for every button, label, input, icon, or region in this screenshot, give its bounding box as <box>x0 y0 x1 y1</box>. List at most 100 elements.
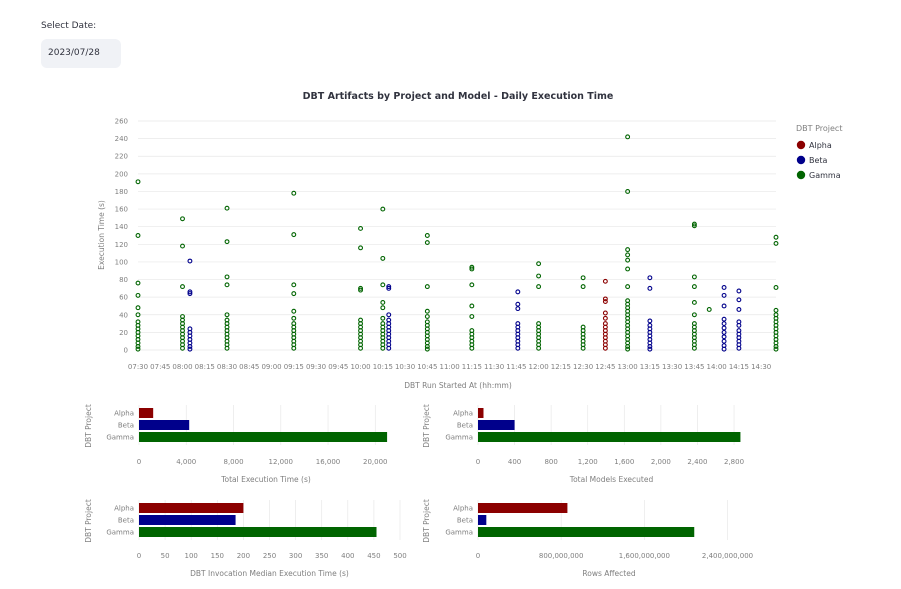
scatter-point-beta <box>515 289 521 295</box>
scatter-point-gamma <box>180 284 185 290</box>
legend-label-beta: Beta <box>809 156 828 165</box>
scatter-point-alpha <box>602 345 608 351</box>
x-tick-label: 08:45 <box>239 363 259 371</box>
bar-x-axis-title-total-models-executed: Total Models Executed <box>569 475 654 484</box>
scatter-point-gamma <box>224 345 230 351</box>
x-tick-label: 14:30 <box>751 363 771 371</box>
y-tick-label: 60 <box>119 294 128 302</box>
x-tick-label: 11:30 <box>484 363 504 371</box>
bar-beta <box>139 420 190 430</box>
legend-marker-beta <box>796 155 806 165</box>
scatter-point-beta <box>736 307 742 312</box>
scatter-point-gamma <box>580 275 586 281</box>
scatter-point-gamma <box>691 345 697 351</box>
scatter-point-gamma <box>469 345 475 351</box>
x-tick-label: 12:00 <box>529 363 549 371</box>
bar-x-tick-label: 2,400,000,000 <box>702 552 753 560</box>
scatter-point-gamma <box>691 299 697 305</box>
scatter-point-gamma <box>224 274 230 280</box>
bar-x-tick-label: 1,200 <box>578 458 598 466</box>
date-input[interactable]: 2023/07/28 <box>41 39 121 68</box>
bar-x-tick-label: 500 <box>393 552 406 560</box>
x-tick-label: 13:00 <box>618 363 638 371</box>
y-axis-title: Execution Time (s) <box>97 200 106 270</box>
scatter-point-gamma <box>773 234 779 240</box>
scatter-point-gamma <box>424 240 430 245</box>
scatter-point-gamma <box>180 243 185 249</box>
bar-y-axis-title: DBT Project <box>84 404 93 448</box>
scatter-point-beta <box>736 297 742 303</box>
scatter-point-gamma <box>180 216 185 222</box>
scatter-point-gamma <box>773 285 779 290</box>
bar-x-tick-label: 800 <box>544 458 557 466</box>
scatter-point-gamma <box>691 221 697 227</box>
scatter-point-gamma <box>469 303 475 309</box>
x-tick-label: 10:00 <box>350 363 370 371</box>
bar-x-tick-label: 150 <box>211 552 224 560</box>
scatter-point-beta <box>721 346 727 352</box>
x-tick-label: 13:15 <box>640 363 660 371</box>
x-tick-label: 08:30 <box>217 363 237 371</box>
scatter-point-gamma <box>135 305 141 311</box>
bar-beta <box>478 515 487 525</box>
y-tick-label: 220 <box>115 153 128 161</box>
scatter-point-beta <box>721 303 727 309</box>
scatter-point-gamma <box>291 232 297 238</box>
y-tick-label: 180 <box>115 188 128 196</box>
scatter-point-gamma <box>536 345 542 351</box>
bar-category-label: Gamma <box>445 434 473 442</box>
bar-x-tick-label: 450 <box>367 552 380 560</box>
scatter-point-gamma <box>773 240 779 246</box>
scatter-point-gamma <box>536 284 542 290</box>
scatter-point-gamma <box>580 345 586 351</box>
scatter-point-gamma <box>135 233 141 238</box>
bar-y-axis-title: DBT Project <box>84 499 93 543</box>
bar-x-tick-label: 400 <box>341 552 354 560</box>
scatter-point-beta <box>386 284 392 290</box>
scatter-point-gamma <box>380 206 386 212</box>
scatter-point-gamma <box>358 226 364 231</box>
legend-title: DBT Project <box>796 124 842 133</box>
bar-x-tick-label: 100 <box>185 552 198 560</box>
scatter-point-gamma <box>291 291 297 297</box>
x-tick-label: 11:15 <box>462 363 482 371</box>
scatter-point-gamma <box>358 245 364 251</box>
bar-x-tick-label: 400 <box>508 458 521 466</box>
scatter-point-gamma <box>358 345 364 351</box>
scatter-point-gamma <box>380 282 386 288</box>
scatter-point-gamma <box>469 282 475 288</box>
scatter-point-beta <box>736 288 742 294</box>
x-tick-label: 07:45 <box>150 363 170 371</box>
scatter-point-gamma <box>135 292 141 298</box>
bar-x-tick-label: 2,400 <box>687 458 707 466</box>
bar-beta <box>139 515 236 525</box>
scatter-point-gamma <box>358 285 364 291</box>
bar-gamma <box>139 432 388 442</box>
bar-x-axis-title-total-execution-time: Total Execution Time (s) <box>220 475 311 484</box>
bar-x-tick-label: 8,000 <box>223 458 243 466</box>
bar-category-label: Alpha <box>114 410 134 418</box>
scatter-point-beta <box>386 312 392 318</box>
scatter-point-gamma <box>424 314 430 319</box>
scatter-point-gamma <box>424 233 430 238</box>
bar-x-tick-label: 0 <box>137 458 141 466</box>
bar-x-tick-label: 20,000 <box>363 458 388 466</box>
bar-category-label: Beta <box>457 517 473 525</box>
scatter-point-gamma <box>691 223 697 229</box>
scatter-point-beta <box>647 275 653 281</box>
bar-x-tick-label: 2,000 <box>651 458 671 466</box>
bar-x-tick-label: 0 <box>476 458 480 466</box>
legend-label-alpha: Alpha <box>809 141 832 150</box>
scatter-point-beta <box>187 258 193 264</box>
bar-x-tick-label: 16,000 <box>316 458 341 466</box>
bar-category-label: Alpha <box>453 410 473 418</box>
scatter-point-gamma <box>135 346 141 352</box>
scatter-point-beta <box>736 345 742 351</box>
scatter-point-alpha <box>602 299 608 305</box>
bar-gamma <box>478 432 741 442</box>
bar-category-label: Gamma <box>106 434 134 442</box>
bar-x-tick-label: 0 <box>476 552 480 560</box>
scatter-point-gamma <box>625 189 631 194</box>
scatter-point-beta <box>721 338 727 344</box>
